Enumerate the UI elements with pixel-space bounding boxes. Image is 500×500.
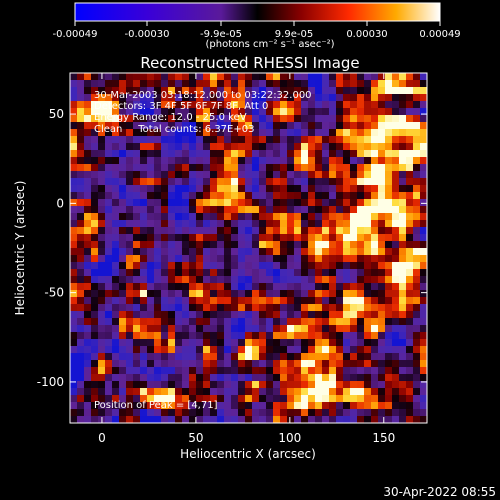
y-tick-label: -100 [37, 375, 64, 389]
x-tick-label: 100 [278, 431, 301, 445]
plot-title: Reconstructed RHESSI Image [140, 54, 359, 72]
colorbar-tick-label: -0.00030 [125, 29, 170, 40]
y-axis-ticks: 50 0 -50 -100 [37, 107, 427, 389]
colorbar-unit-label: (photons cm⁻² s⁻¹ asec⁻²) [205, 39, 334, 50]
plot-frame [69, 72, 428, 424]
colorbar-tick-label: 0.00049 [419, 29, 460, 40]
y-tick-label: 0 [56, 196, 64, 210]
peak-position-label: Position of Peak = [4,71] [94, 400, 218, 411]
colorbar-tick-labels: -0.00049 -0.00030 -9.9e-05 9.9e-05 0.00030 0.… [53, 29, 461, 40]
colorbar [74, 2, 441, 22]
x-tick-label: 50 [188, 431, 203, 445]
colorbar-ticks [74, 21, 441, 26]
x-tick-label: 150 [372, 431, 395, 445]
heatmap-image [70, 73, 427, 423]
annotation-detectors: Detectors: 3F 4F 5F 6F 7F 8F, Att 0 [94, 101, 268, 112]
annotation-energy-range: Energy Range: 12.0 - 25.0 keV [94, 112, 247, 123]
y-tick-label: -50 [44, 286, 64, 300]
colorbar-tick-label: 0.00030 [346, 29, 387, 40]
y-axis-label: Heliocentric Y (arcsec) [13, 181, 27, 316]
footer-timestamp: 30-Apr-2022 08:55 [383, 485, 496, 499]
x-axis-label: Heliocentric X (arcsec) [180, 447, 316, 461]
annotation-clean-total-counts: Clean Total counts: 6.37E+03 [94, 124, 254, 135]
colorbar-tick-label: -0.00049 [53, 29, 98, 40]
annotation-time-range: 30-Mar-2003 03:18:12.000 to 03:22:32.000 [94, 90, 312, 101]
y-tick-label: 50 [49, 107, 64, 121]
x-axis-ticks: 0 50 100 150 [98, 73, 395, 445]
colorbar-tick-label: 9.9e-05 [275, 29, 313, 40]
colorbar-tick-label: -9.9e-05 [200, 29, 242, 40]
x-tick-label: 0 [98, 431, 106, 445]
